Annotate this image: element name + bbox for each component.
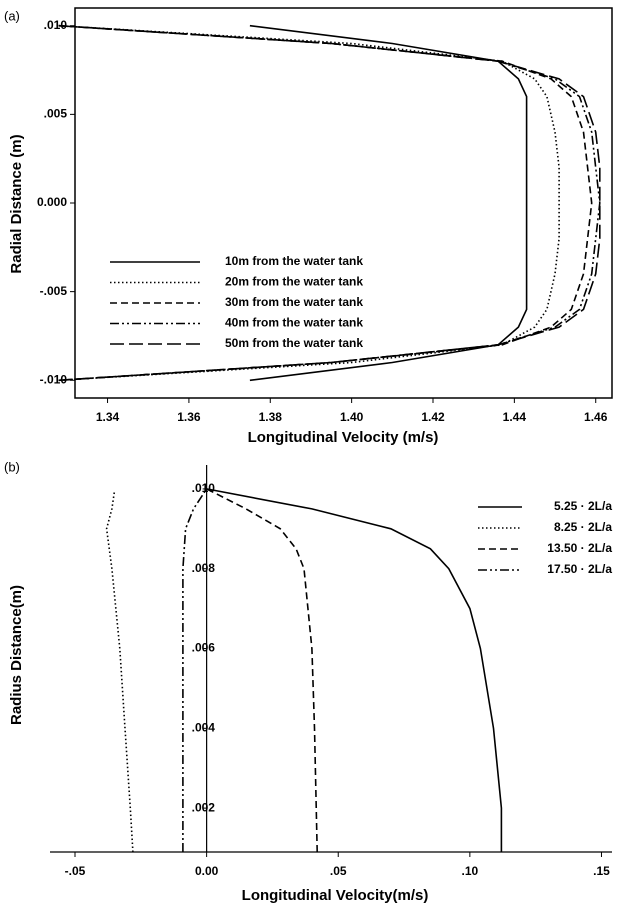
series-line <box>182 488 208 852</box>
x-axis-title: Longitudinal Velocity (m/s) <box>248 429 439 446</box>
series-line <box>58 24 601 382</box>
x-axis-title: Longitudinal Velocity(m/s) <box>242 887 429 904</box>
y-tick-label: .010 <box>44 18 68 32</box>
y-tick-label: 0.000 <box>37 195 67 209</box>
series-line <box>206 488 503 852</box>
legend-label: 13.50 · 2L/a <box>547 541 612 555</box>
legend-label: 20m from the water tank <box>225 275 363 289</box>
y-tick-label: .002 <box>192 800 216 814</box>
legend-label: 8.25 · 2L/a <box>554 520 612 534</box>
x-tick-label: 1.42 <box>421 410 445 424</box>
y-tick-label: .006 <box>192 641 216 655</box>
series-line <box>105 490 134 853</box>
legend-label: 50m from the water tank <box>225 336 363 350</box>
x-tick-label: .10 <box>462 864 479 878</box>
x-tick-label: .15 <box>593 864 610 878</box>
x-tick-label: 1.46 <box>584 410 608 424</box>
x-tick-label: 1.38 <box>259 410 283 424</box>
y-axis-title: Radius Distance(m) <box>8 585 25 725</box>
x-tick-label: -.05 <box>65 864 86 878</box>
panel-label: (a) <box>4 8 20 23</box>
y-tick-label: .004 <box>192 720 216 734</box>
y-axis-title: Radial Distance (m) <box>8 134 25 273</box>
x-tick-label: 1.44 <box>503 410 527 424</box>
series-line <box>206 488 318 853</box>
x-tick-label: .05 <box>330 864 347 878</box>
legend-label: 10m from the water tank <box>225 254 363 268</box>
y-tick-label: -.005 <box>40 284 68 298</box>
legend-label: 40m from the water tank <box>225 316 363 330</box>
x-tick-label: 1.36 <box>177 410 201 424</box>
x-tick-label: 1.34 <box>96 410 120 424</box>
series-line <box>58 24 560 382</box>
y-tick-label: .010 <box>192 481 216 495</box>
x-tick-label: 1.40 <box>340 410 364 424</box>
y-tick-label: .008 <box>192 561 216 575</box>
legend-label: 30m from the water tank <box>225 295 363 309</box>
y-tick-label: -.010 <box>40 372 68 386</box>
legend-label: 5.25 · 2L/a <box>554 499 612 513</box>
y-tick-label: .005 <box>44 107 68 121</box>
x-tick-label: 0.00 <box>195 864 219 878</box>
series-line <box>249 24 528 382</box>
legend-label: 17.50 · 2L/a <box>547 562 612 576</box>
panel-label: (b) <box>4 459 20 474</box>
